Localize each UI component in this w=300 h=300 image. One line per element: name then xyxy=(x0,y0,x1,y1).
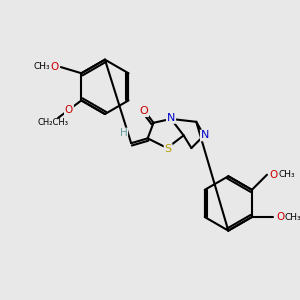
Text: CH₃: CH₃ xyxy=(284,212,300,221)
Text: O: O xyxy=(276,212,284,222)
Text: O: O xyxy=(65,105,73,115)
Text: CH₂CH₃: CH₂CH₃ xyxy=(37,118,68,127)
Text: S: S xyxy=(164,144,172,154)
Text: N: N xyxy=(167,113,175,123)
Text: O: O xyxy=(270,170,278,180)
Text: N: N xyxy=(201,130,209,140)
Text: H: H xyxy=(119,128,127,139)
Text: O: O xyxy=(140,106,148,116)
Text: O: O xyxy=(50,62,58,72)
Text: CH₃: CH₃ xyxy=(33,61,50,70)
Text: CH₃: CH₃ xyxy=(278,170,295,179)
